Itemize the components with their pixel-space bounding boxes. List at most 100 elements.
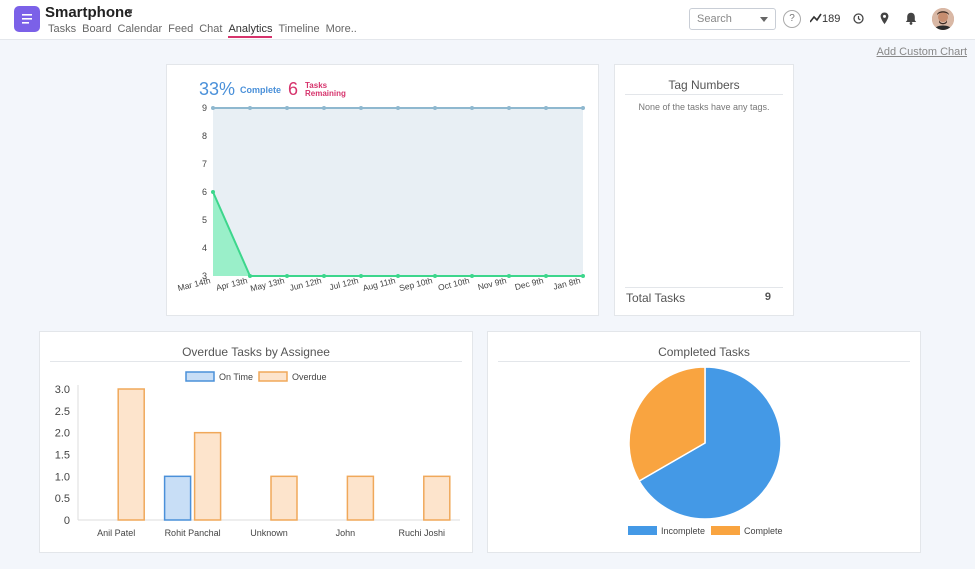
y-tick-label: 5 [202, 215, 207, 225]
y-tick-label: 3 [202, 271, 207, 281]
burndown-chart: 3 4 5 6 7 8 9 Mar 14th Apr 13th May 13th Jun 12th J… [177, 103, 585, 293]
legend-label: Overdue [292, 372, 327, 382]
legend-swatch [258, 371, 288, 382]
activity-icon[interactable] [810, 13, 822, 23]
legend-label: Incomplete [661, 526, 705, 536]
complete-percent: 33% [199, 79, 236, 99]
bar-overdue [193, 431, 222, 521]
x-tick-label: Ruchi Joshi [399, 528, 446, 538]
legend-swatch [185, 371, 215, 382]
divider [625, 287, 783, 288]
tab-calendar[interactable]: Calendar [117, 23, 163, 35]
tag-numbers-title: Tag Numbers [668, 78, 740, 92]
x-tick-label: Mar 14th [177, 275, 212, 293]
search-dropdown-icon[interactable] [760, 17, 768, 22]
project-title[interactable]: Smartphone [45, 4, 133, 21]
y-tick-label: 1.0 [55, 471, 70, 483]
user-avatar[interactable] [932, 8, 954, 30]
project-nav: Tasks Board Calendar Feed Chat Analytics Timel… [48, 23, 363, 38]
remaining-point [322, 274, 326, 278]
completed-title: Completed Tasks [658, 345, 750, 359]
y-tick-label: 2.5 [55, 406, 70, 418]
remaining-point [285, 274, 289, 278]
x-tick-label: Dec 9th [514, 275, 545, 292]
total-point [248, 106, 252, 110]
divider [498, 361, 910, 362]
help-icon[interactable]: ? [783, 10, 801, 28]
total-tasks-label: Total Tasks [626, 291, 686, 305]
remaining-point [359, 274, 363, 278]
remaining-label: Tasks Remaining [305, 81, 346, 98]
clock-icon[interactable] [853, 13, 864, 24]
x-tick-label: Jun 12th [288, 275, 322, 293]
x-tick-label: John [336, 528, 356, 538]
remaining-point [581, 274, 585, 278]
chevron-down-icon[interactable]: ▾ [127, 6, 133, 18]
y-tick-label: 6 [202, 187, 207, 197]
x-tick-label: Apr 13th [215, 275, 249, 293]
tab-timeline[interactable]: Timeline [278, 23, 320, 35]
legend-label: Complete [744, 526, 783, 536]
tab-analytics[interactable]: Analytics [228, 23, 273, 38]
remaining-point [211, 190, 215, 194]
remaining-point [544, 274, 548, 278]
x-tick-label: Anil Patel [97, 528, 135, 538]
pie-slice-complete [628, 366, 706, 483]
tag-numbers-card: Tag Numbers None of the tasks have any t… [614, 64, 794, 316]
x-tick-label: Nov 9th [477, 275, 508, 292]
total-point [507, 106, 511, 110]
search-input[interactable]: Search [689, 8, 776, 30]
overdue-title: Overdue Tasks by Assignee [182, 345, 330, 359]
y-tick-label: 9 [202, 103, 207, 113]
overdue-tasks-card: Overdue Tasks by Assignee 0 0.5 1.0 1.5 2.0 2… [39, 331, 473, 553]
total-point [285, 106, 289, 110]
total-point [433, 106, 437, 110]
pie-slice-incomplete [638, 366, 782, 520]
location-pin-icon[interactable] [880, 12, 889, 25]
completed-tasks-card: Completed Tasks Incomplete Complete [487, 331, 921, 553]
tab-chat[interactable]: Chat [199, 23, 223, 35]
complete-label: Complete [240, 85, 282, 95]
x-tick-label: Rohit Panchal [165, 528, 221, 538]
tab-tasks[interactable]: Tasks [48, 23, 77, 35]
y-tick-label: 7 [202, 159, 207, 169]
legend-label: On Time [219, 372, 253, 382]
total-point [544, 106, 548, 110]
bar-overdue [117, 388, 145, 521]
total-point [581, 106, 585, 110]
burndown-chart-card: 33% Complete 6 Tasks Remaining 3 4 5 6 7 8 9 Ma… [166, 64, 599, 316]
remaining-point [507, 274, 511, 278]
total-point [359, 106, 363, 110]
bar-overdue [423, 475, 451, 521]
tab-board[interactable]: Board [82, 23, 112, 35]
add-custom-chart-link[interactable]: Add Custom Chart [876, 46, 967, 58]
bar-on-time [163, 475, 192, 521]
activity-count[interactable]: 189 [822, 13, 841, 25]
notification-bell-icon[interactable] [905, 12, 917, 25]
y-tick-label: 0.5 [55, 493, 70, 505]
remaining-point [248, 274, 252, 278]
completed-pie-chart: Incomplete Complete [628, 366, 783, 536]
project-menu-icon[interactable] [14, 6, 40, 32]
tab-feed[interactable]: Feed [168, 23, 194, 35]
bar-overdue [270, 475, 298, 521]
x-tick-label: Unknown [250, 528, 288, 538]
x-tick-label: Sep 10th [398, 275, 434, 293]
remaining-point [470, 274, 474, 278]
y-tick-label: 4 [202, 243, 207, 253]
overdue-bar-chart: 0 0.5 1.0 1.5 2.0 2.5 3.0 Anil Patel Rohit Panch… [55, 371, 460, 538]
total-tasks-value: 9 [764, 291, 771, 303]
divider [625, 94, 783, 95]
divider [50, 361, 462, 362]
legend-swatch [628, 526, 657, 535]
total-point [396, 106, 400, 110]
remaining-point [433, 274, 437, 278]
total-point [211, 106, 215, 110]
y-tick-label: 0 [64, 515, 70, 527]
y-tick-label: 8 [202, 131, 207, 141]
y-tick-label: 2.0 [55, 428, 70, 440]
tab-more[interactable]: More.. [325, 23, 357, 35]
remaining-point [396, 274, 400, 278]
total-point [322, 106, 326, 110]
y-tick-label: 1.5 [55, 450, 70, 462]
